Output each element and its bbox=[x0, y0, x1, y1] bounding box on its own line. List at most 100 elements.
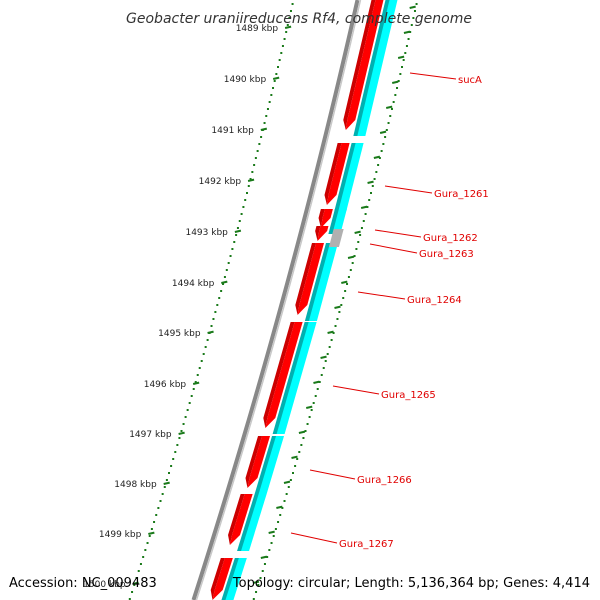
tick-dot bbox=[289, 479, 292, 481]
cds-arrow-0 bbox=[345, 0, 384, 130]
tick-dash bbox=[397, 55, 405, 59]
tick-dot bbox=[407, 38, 410, 40]
tick-dot bbox=[268, 101, 271, 103]
tick-dot bbox=[288, 17, 291, 19]
kbp-tick bbox=[234, 229, 242, 233]
cds-shadow-0 bbox=[343, 0, 376, 130]
tick-dash bbox=[409, 5, 416, 9]
kbp-tick bbox=[148, 531, 155, 535]
accession-label: Accession: NC_009483 bbox=[9, 576, 157, 591]
tick-dot bbox=[163, 486, 166, 488]
tick-dot bbox=[266, 556, 269, 558]
tick-dot bbox=[206, 339, 209, 341]
tick-dot bbox=[287, 486, 290, 488]
orf-band-3 bbox=[308, 243, 338, 321]
orf-band-0 bbox=[357, 0, 398, 136]
tick-dash bbox=[347, 255, 355, 259]
cds-shadow-7 bbox=[210, 558, 225, 600]
tick-dash bbox=[283, 480, 291, 484]
tick-dot bbox=[198, 367, 201, 369]
tick-dot bbox=[223, 276, 226, 278]
misc-feature bbox=[328, 229, 344, 247]
tick-dot bbox=[231, 248, 234, 250]
tick-dot bbox=[277, 66, 280, 68]
tick-dot bbox=[150, 528, 153, 530]
map-title: Geobacter uraniireducens Rf4, complete g… bbox=[126, 11, 472, 27]
tick-dot bbox=[259, 577, 262, 579]
gene-label: Gura_1261 bbox=[434, 189, 489, 200]
kbp-label: 1497 kbp bbox=[129, 430, 172, 440]
cds-arrow-4 bbox=[265, 322, 303, 428]
kbp-label: 1493 kbp bbox=[185, 228, 228, 238]
tick-dot bbox=[359, 234, 362, 236]
gene-features bbox=[210, 0, 398, 600]
orf-band-4 bbox=[276, 322, 317, 434]
tick-dot bbox=[128, 598, 131, 600]
tick-dot bbox=[212, 318, 215, 320]
tick-dot bbox=[399, 73, 402, 75]
tick-dot bbox=[396, 87, 399, 89]
tick-dot bbox=[244, 199, 247, 201]
tick-dot bbox=[251, 171, 254, 173]
tick-dot bbox=[378, 157, 381, 159]
tick-dot bbox=[355, 248, 358, 250]
kbp-label: 1495 kbp bbox=[158, 329, 201, 339]
tick-dot bbox=[351, 262, 354, 264]
gene-leader-line bbox=[290, 532, 338, 544]
kbp-tick bbox=[221, 280, 228, 284]
tick-dot bbox=[312, 402, 315, 404]
tick-dot bbox=[270, 94, 273, 96]
tick-dash bbox=[291, 455, 298, 459]
tick-dot bbox=[298, 451, 301, 453]
kbp-label: 1492 kbp bbox=[199, 177, 242, 187]
tick-dot bbox=[172, 458, 175, 460]
orf-shadow-0 bbox=[353, 0, 391, 136]
tick-dot bbox=[139, 563, 142, 565]
backbone-line bbox=[191, 0, 360, 600]
cds-arrow-5 bbox=[247, 436, 271, 488]
cds-arrow-3 bbox=[297, 243, 324, 315]
tick-dot bbox=[344, 290, 347, 292]
tick-dot bbox=[263, 563, 266, 565]
kbp-labels: 1489 kbp 1490 kbp 1491 kbp 1492 kbp 1493 kbp… bbox=[83, 24, 278, 590]
tick-dot bbox=[260, 136, 263, 138]
tick-dot bbox=[394, 94, 397, 96]
tick-dot bbox=[285, 31, 288, 33]
tick-dot bbox=[180, 430, 183, 432]
tick-dash bbox=[360, 205, 368, 209]
tick-dot bbox=[364, 213, 367, 215]
tick-dot bbox=[268, 549, 271, 551]
gene-leader-line bbox=[357, 291, 406, 300]
tick-dot bbox=[155, 514, 158, 516]
kbp-tick bbox=[192, 381, 200, 385]
tick-dot bbox=[182, 423, 185, 425]
tick-dot bbox=[200, 360, 203, 362]
tick-dot bbox=[192, 388, 195, 390]
tick-dot bbox=[194, 381, 197, 383]
tick-dot bbox=[153, 521, 156, 523]
tick-dot bbox=[220, 290, 223, 292]
cds-shadow-5 bbox=[245, 436, 263, 488]
kbp-tick bbox=[163, 481, 170, 485]
tick-dot bbox=[280, 52, 283, 54]
gene-leader-line bbox=[332, 385, 380, 395]
kbp-label: 1494 kbp bbox=[172, 279, 215, 289]
kbp-label: 1499 kbp bbox=[99, 530, 142, 540]
tick-dot bbox=[144, 549, 147, 551]
gene-leader-line bbox=[309, 469, 356, 480]
tick-dot bbox=[300, 444, 303, 446]
tick-dot bbox=[384, 136, 387, 138]
kbp-label: 1489 kbp bbox=[236, 24, 279, 34]
tick-dot bbox=[227, 262, 230, 264]
tick-dot bbox=[261, 570, 264, 572]
tick-dot bbox=[133, 584, 136, 586]
tick-dot bbox=[316, 388, 319, 390]
tick-dot bbox=[263, 122, 266, 124]
tick-dot bbox=[278, 59, 281, 61]
tick-dot bbox=[291, 472, 294, 474]
gene-leader-line bbox=[384, 185, 433, 194]
tick-dot bbox=[222, 283, 225, 285]
tick-dot bbox=[137, 570, 140, 572]
tick-dot bbox=[252, 598, 255, 600]
tick-dot bbox=[283, 500, 286, 502]
